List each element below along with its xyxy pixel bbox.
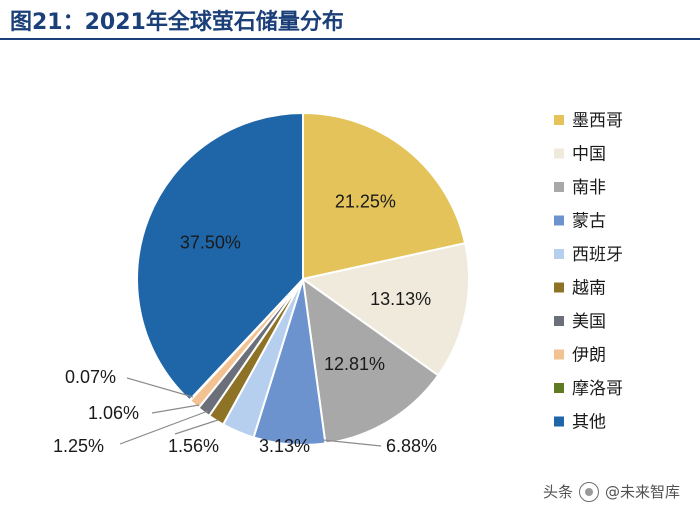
chart-title: 图21：2021年全球萤石储量分布	[10, 10, 344, 35]
legend-label-8: 伊朗	[572, 346, 606, 366]
slice-8-leader-line	[151, 404, 200, 414]
slice-10-label: 37.50%	[180, 232, 241, 252]
slice-5-label: 3.13%	[259, 436, 310, 456]
slice-3	[301, 276, 440, 445]
legend-swatch-6	[554, 282, 564, 293]
slice-4-leader-line	[322, 439, 382, 447]
wechat-badge-icon	[578, 481, 599, 502]
slice-1	[302, 111, 467, 281]
slice-1-label: 21.25%	[335, 191, 396, 211]
slice-6-leader-line	[174, 419, 219, 435]
slice-10	[136, 111, 304, 402]
legend-label-6: 越南	[572, 279, 606, 299]
watermark: 头条 @未来智库	[543, 481, 680, 502]
legend-label-9: 摩洛哥	[572, 379, 623, 399]
watermark-handle: @未来智库	[604, 483, 680, 501]
legend-label-2: 中国	[572, 145, 606, 165]
legend-swatch-2	[554, 148, 564, 159]
slice-9-label: 0.07%	[65, 367, 116, 387]
slice-2	[300, 242, 470, 377]
legend-label-4: 蒙古	[572, 212, 606, 232]
legend-swatch-7	[554, 316, 564, 326]
slice-7-label: 1.25%	[53, 436, 104, 456]
title-divider	[0, 38, 700, 40]
slice-4-label: 6.88%	[386, 436, 437, 456]
legend-label-1: 墨西哥	[572, 111, 623, 131]
legend-swatch-5	[554, 249, 564, 259]
legend-swatch-8	[554, 349, 564, 360]
legend-swatch-1	[554, 115, 564, 125]
legend-label-7: 美国	[572, 312, 606, 332]
legend-swatch-3	[554, 182, 564, 192]
slice-6-label: 1.56%	[168, 436, 219, 456]
legend-label-10: 其他	[572, 413, 606, 433]
slice-8-label: 1.06%	[88, 403, 139, 423]
slice-3-label: 12.81%	[324, 354, 385, 374]
legend-label-5: 西班牙	[572, 245, 623, 265]
watermark-prefix: 头条	[542, 483, 573, 501]
legend-swatch-4	[554, 215, 564, 226]
slice-9-leader-line	[126, 377, 194, 398]
legend-label-3: 南非	[572, 178, 606, 198]
slice-2-label: 13.13%	[370, 289, 431, 309]
legend-swatch-9	[554, 383, 564, 393]
legend-swatch-10	[554, 416, 564, 427]
slice-7-leader-line	[119, 410, 209, 445]
